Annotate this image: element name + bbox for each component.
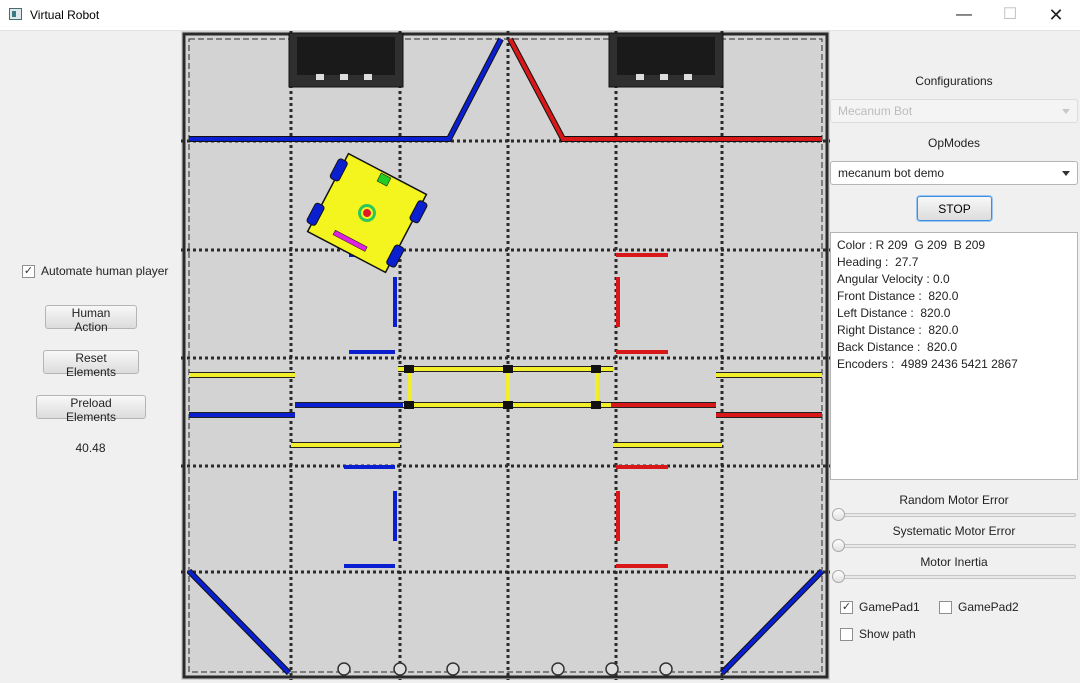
slider-track: [832, 575, 1076, 579]
slider-thumb[interactable]: [832, 570, 845, 583]
opmodes-label: OpModes: [927, 136, 981, 150]
red-tape: [507, 37, 825, 676]
slider-track: [832, 513, 1076, 517]
telemetry-panel: Color : R 209 G 209 B 209 Heading : 27.7…: [830, 232, 1078, 480]
gamepad1-row[interactable]: ✓ GamePad1: [840, 600, 920, 614]
blue-line-right-corner: [720, 569, 824, 675]
opmode-select[interactable]: mecanum bot demo: [830, 161, 1078, 185]
title-bar: Virtual Robot — ☐ ✕: [0, 0, 1080, 31]
tile-grid: [181, 31, 830, 680]
slider-track: [832, 544, 1076, 548]
elapsed-time: 40.48: [75, 441, 106, 455]
automate-human-player-checkbox[interactable]: ✓: [22, 264, 35, 278]
chevron-down-icon: [1062, 109, 1070, 114]
gamepad2-row[interactable]: GamePad2: [939, 600, 1019, 614]
minimize-button[interactable]: —: [956, 6, 972, 23]
field-border: [182, 32, 829, 679]
robot[interactable]: [302, 151, 431, 275]
depot-left: [288, 32, 404, 88]
telemetry-angular-velocity: Angular Velocity : 0.0: [837, 272, 950, 286]
gamepad1-label: GamePad1: [859, 600, 920, 614]
chevron-down-icon: [1062, 171, 1070, 176]
motor-inertia-slider[interactable]: [832, 570, 1076, 584]
automate-human-player-label: Automate human player: [41, 264, 169, 278]
configuration-value: Mecanum Bot: [838, 104, 913, 118]
slider-thumb[interactable]: [832, 508, 845, 521]
show-path-checkbox[interactable]: [840, 627, 853, 641]
close-button[interactable]: ✕: [1048, 5, 1064, 25]
configuration-select: Mecanum Bot: [830, 99, 1078, 123]
left-panel: ✓ Automate human player Human Action Res…: [0, 31, 181, 680]
field-canvas: [181, 31, 830, 680]
depot-right: [608, 32, 724, 88]
gamepad1-checkbox[interactable]: ✓: [840, 600, 853, 614]
gamepad2-label: GamePad2: [958, 600, 1019, 614]
telemetry-front-distance: Front Distance : 820.0: [837, 289, 959, 303]
telemetry-color: Color : R 209 G 209 B 209: [837, 238, 986, 252]
show-path-row[interactable]: Show path: [840, 627, 916, 641]
blue-tape: [186, 37, 504, 676]
random-motor-error-slider[interactable]: [832, 508, 1076, 522]
bridge-posts: [404, 365, 601, 409]
slider-thumb[interactable]: [832, 539, 845, 552]
telemetry-left-distance: Left Distance : 820.0: [837, 306, 951, 320]
opmode-value: mecanum bot demo: [838, 166, 945, 180]
systematic-motor-error-label: Systematic Motor Error: [892, 524, 1016, 538]
telemetry-right-distance: Right Distance : 820.0: [837, 323, 959, 337]
stop-button[interactable]: STOP: [917, 196, 992, 221]
motor-inertia-label: Motor Inertia: [920, 555, 988, 569]
show-path-label: Show path: [859, 627, 916, 641]
reset-elements-button[interactable]: Reset Elements: [43, 350, 139, 379]
bottom-hardware: [337, 662, 673, 676]
red-tape-fill: [508, 38, 822, 568]
telemetry-back-distance: Back Distance : 820.0: [837, 340, 958, 354]
configurations-label: Configurations: [915, 74, 993, 88]
maximize-button[interactable]: ☐: [1002, 6, 1018, 23]
random-motor-error-label: Random Motor Error: [899, 493, 1009, 507]
preload-elements-button[interactable]: Preload Elements: [36, 395, 146, 424]
human-action-button[interactable]: Human Action: [45, 305, 137, 334]
automate-human-player-row[interactable]: ✓ Automate human player: [22, 264, 168, 278]
systematic-motor-error-slider[interactable]: [832, 539, 1076, 553]
telemetry-encoders: Encoders : 4989 2436 5421 2867: [837, 357, 1018, 371]
window-title: Virtual Robot: [30, 8, 100, 22]
gamepad2-checkbox[interactable]: [939, 600, 952, 614]
app-icon: [9, 8, 22, 20]
telemetry-heading: Heading : 27.7: [837, 255, 919, 269]
right-panel: Configurations Mecanum Bot OpModes mecan…: [830, 31, 1080, 680]
neutral-tape-fill: [189, 403, 822, 417]
game-field[interactable]: [181, 31, 830, 680]
